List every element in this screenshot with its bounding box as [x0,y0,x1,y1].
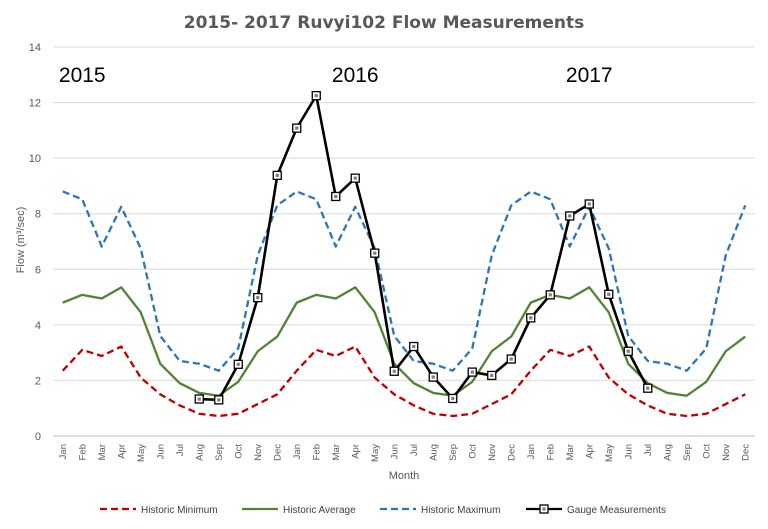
x-tick-label-25: Feb [545,444,556,460]
data-point-inner-28 [607,292,611,296]
x-tick-label-19: Aug [428,444,439,461]
year-label-2: 2017 [566,64,613,87]
x-tick-label-24: Jan [526,444,537,459]
year-label-0: 2015 [59,64,106,87]
x-tick-label-5: Jun [155,444,166,459]
y-tick-label-3: 6 [35,264,41,276]
data-point-inner-10 [256,296,260,300]
x-tick-label-16: May [370,444,381,462]
x-tick-label-34: Nov [721,444,732,461]
x-tick-label-14: Mar [331,444,342,460]
x-tick-label-0: Jan [58,444,69,459]
series-line-2-0 [62,190,747,372]
data-point-inner-15 [353,176,357,180]
x-tick-label-4: May [136,444,147,462]
legend-label-2: Historic Maximum [421,505,500,516]
y-tick-label-2: 4 [35,320,41,332]
series-3 [194,90,653,405]
x-tick-label-12: Jan [292,444,303,459]
data-point-inner-17 [392,369,396,373]
legend-label-3: Gauge Measurements [567,505,666,516]
data-point-inner-14 [334,194,338,199]
x-axis-ticks: Jan Feb Mar Apr May Jun Jul Aug Sep Oct Nov Dec Jan F… [58,444,752,462]
y-tick-label-5: 10 [29,153,41,165]
x-tick-label-13: Feb [311,444,322,460]
year-labels: 2015 2016 2017 [59,64,613,87]
x-tick-label-7: Aug [194,444,205,461]
chart-title: 2015- 2017 Ruvyi102 Flow Measurements [184,13,585,33]
data-point-inner-21 [470,370,474,374]
series-line-0-0 [61,345,746,418]
data-point-inner-11 [275,173,279,177]
legend: Historic Minimum Historic Average Historic… [100,504,666,516]
x-tick-label-31: Aug [662,444,673,461]
data-point-inner-23 [509,357,513,361]
x-tick-label-6: Jul [175,444,186,456]
x-tick-label-27: Apr [584,444,595,459]
x-tick-label-32: Sep [682,444,693,461]
x-tick-label-35: Dec [740,444,751,461]
y-tick-label-4: 8 [35,209,41,221]
data-point-inner-27 [587,202,591,206]
series-lines [61,90,747,418]
x-axis-label: Month [389,470,420,482]
data-point-inner-22 [490,373,494,378]
data-point-inner-12 [295,126,299,130]
year-label-1: 2016 [332,64,379,87]
x-tick-label-11: Dec [272,444,283,461]
data-point-inner-26 [568,214,572,218]
x-tick-label-21: Oct [467,444,478,459]
x-tick-label-9: Oct [233,444,244,459]
x-tick-label-1: Feb [77,444,88,460]
y-tick-label-6: 12 [29,98,41,110]
y-axis-label: Flow (m³/sec) [15,207,27,274]
x-tick-label-22: Nov [487,444,498,461]
y-tick-label-0: 0 [35,431,41,443]
legend-label-0: Historic Minimum [141,505,218,516]
series-2 [62,190,747,372]
data-point-inner-8 [217,398,221,402]
legend-marker-inner-3 [542,507,546,511]
series-0 [61,345,746,418]
legend-label-1: Historic Average [283,505,356,516]
y-tick-label-1: 2 [35,375,41,387]
data-point-inner-30 [646,386,650,390]
data-point-inner-18 [412,344,416,349]
data-point-inner-25 [548,293,552,297]
data-point-inner-13 [314,94,318,98]
data-point-inner-7 [197,397,201,401]
x-tick-label-30: Jul [643,444,654,456]
x-tick-label-28: May [604,444,615,462]
data-point-inner-29 [626,349,630,353]
gridlines [53,46,755,437]
data-point-inner-24 [529,316,533,320]
x-tick-label-2: Mar [97,444,108,460]
x-tick-label-3: Apr [116,444,127,459]
x-tick-label-26: Mar [565,444,576,460]
x-tick-label-23: Dec [506,444,517,461]
series-line-3-0 [199,94,649,402]
x-tick-label-33: Oct [701,444,712,459]
y-axis-ticks: 0 2 4 6 8 10 12 14 [29,42,41,443]
series-1 [62,286,746,397]
x-tick-label-15: Apr [350,444,361,459]
data-point-inner-19 [431,375,435,379]
y-tick-label-7: 14 [29,42,41,54]
x-tick-label-20: Sep [448,444,459,461]
x-tick-label-29: Jun [623,444,634,459]
data-point-inner-9 [236,362,240,366]
series-line-1-0 [62,286,746,397]
x-tick-label-8: Sep [214,444,225,461]
x-tick-label-18: Jul [409,444,420,456]
x-tick-label-10: Nov [253,444,264,461]
data-point-inner-16 [373,251,377,255]
x-tick-label-17: Jun [389,444,400,459]
data-point-inner-20 [451,396,455,401]
